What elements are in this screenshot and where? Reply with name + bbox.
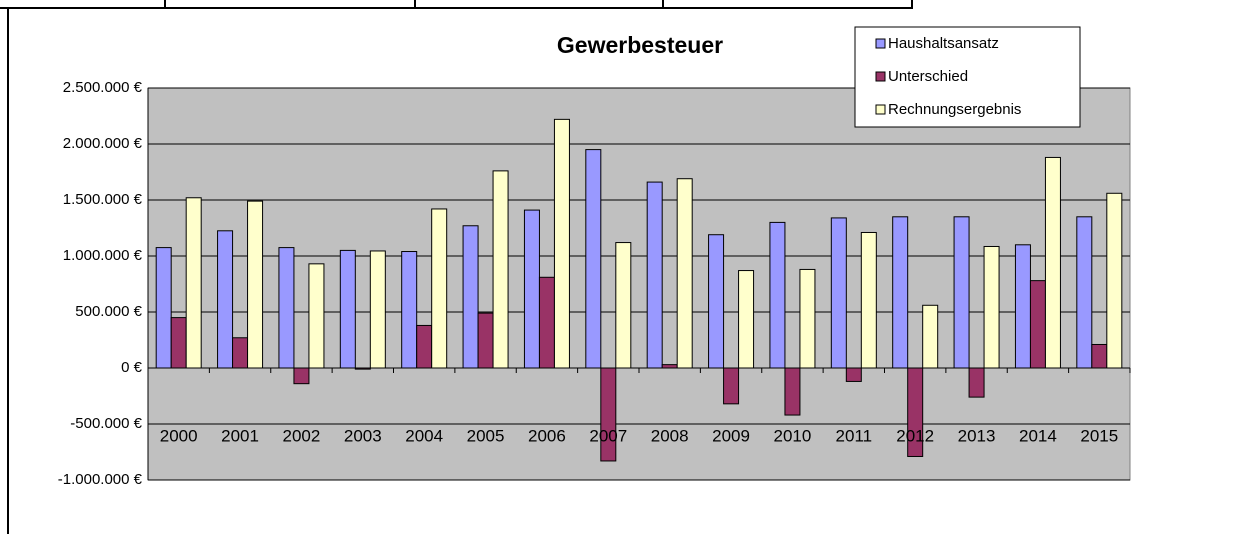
bar (799, 268, 816, 369)
legend-label: Rechnungsergebnis (888, 101, 1021, 118)
bar (723, 367, 740, 405)
y-tick-label: -1.000.000 € (58, 471, 143, 488)
legend-swatch (875, 104, 886, 115)
bar (1106, 192, 1123, 369)
bar (646, 181, 663, 369)
bar (369, 250, 386, 369)
bar (462, 225, 479, 369)
bar (247, 200, 264, 369)
bar (278, 247, 295, 369)
x-tick-label: 2012 (896, 426, 934, 445)
bar (1029, 280, 1046, 369)
plot-area (147, 87, 1131, 481)
bar (185, 197, 202, 369)
x-tick-label: 2003 (344, 426, 382, 445)
x-tick-label: 2006 (528, 426, 566, 445)
bar (308, 263, 325, 369)
x-tick-label: 2010 (774, 426, 812, 445)
bar (845, 367, 862, 382)
bar (232, 337, 249, 369)
bar (401, 251, 418, 369)
bar (492, 170, 509, 369)
legend-swatch (875, 71, 886, 82)
bar (1044, 156, 1061, 369)
bar (523, 209, 540, 369)
x-tick-label: 2007 (589, 426, 627, 445)
legend-label: Unterschied (888, 68, 968, 85)
bar (431, 208, 448, 369)
x-tick-label: 2014 (1019, 426, 1057, 445)
x-tick-label: 2015 (1080, 426, 1118, 445)
bar (860, 231, 877, 369)
bar (676, 178, 693, 369)
bar (339, 249, 356, 369)
bar (293, 367, 310, 385)
bar (983, 245, 1000, 369)
y-tick-label: 2.500.000 € (63, 79, 143, 96)
y-tick-label: 500.000 € (75, 303, 142, 320)
legend-swatch (875, 38, 886, 49)
bar (708, 234, 725, 369)
bar (1091, 343, 1108, 369)
bar (155, 247, 172, 369)
bar (922, 304, 939, 369)
chart-title: Gewerbesteuer (557, 32, 723, 58)
y-tick-label: 1.000.000 € (63, 247, 143, 264)
legend-box (854, 26, 1081, 128)
x-tick-label: 2011 (836, 426, 873, 445)
x-tick-label: 2000 (160, 426, 198, 445)
bar (1076, 216, 1093, 369)
y-tick-label: 0 € (121, 359, 143, 376)
bar (738, 270, 755, 369)
bar (892, 216, 909, 369)
bar (784, 367, 801, 416)
y-tick-label: 2.000.000 € (63, 135, 143, 152)
x-tick-label: 2004 (405, 426, 443, 445)
bar (416, 324, 433, 369)
bar (769, 221, 786, 369)
bar (600, 367, 617, 462)
bar (217, 230, 234, 369)
bar (1014, 244, 1031, 369)
table-strip (0, 0, 913, 534)
bar (615, 242, 632, 369)
bar (538, 276, 555, 369)
legend-label: Haushaltsansatz (888, 35, 999, 52)
x-tick-label: 2005 (467, 426, 505, 445)
y-tick-label: -500.000 € (70, 415, 142, 432)
x-tick-label: 2013 (958, 426, 996, 445)
bar (553, 118, 570, 369)
y-tick-label: 1.500.000 € (63, 191, 143, 208)
bar (477, 312, 494, 369)
x-tick-label: 2008 (651, 426, 689, 445)
bar (953, 216, 970, 369)
x-tick-label: 2002 (283, 426, 321, 445)
x-tick-label: 2009 (712, 426, 750, 445)
bar (968, 367, 985, 398)
bar (585, 149, 602, 369)
bar (661, 364, 678, 369)
bar (830, 217, 847, 369)
bar (170, 317, 187, 369)
x-tick-label: 2001 (221, 426, 259, 445)
